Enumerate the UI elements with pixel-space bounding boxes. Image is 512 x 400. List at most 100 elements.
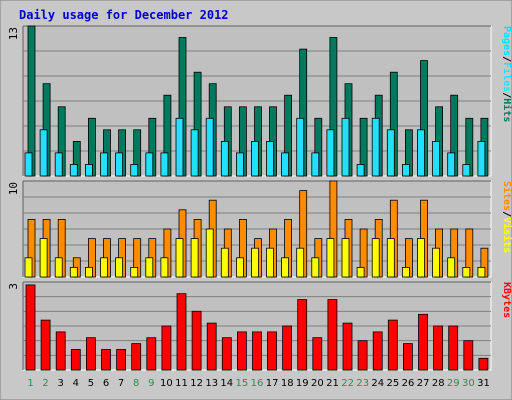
kbytes-bar (327, 299, 338, 371)
kbytes-bar (206, 322, 217, 371)
kbytes-bar (146, 337, 157, 371)
x-tick-label: 14 (220, 378, 233, 389)
files-bar (296, 117, 305, 177)
files-bar (266, 140, 274, 177)
legend-item-kbytes: KBytes (501, 282, 512, 318)
sites-bar (432, 247, 441, 278)
files-bar (145, 152, 154, 177)
files-bar (85, 164, 93, 177)
files-bar (130, 164, 139, 177)
sites-bar (251, 247, 259, 278)
x-tick-label: 28 (432, 378, 445, 389)
x-tick-label: 26 (402, 378, 415, 389)
files-bar (54, 152, 63, 177)
files-bar (100, 152, 108, 177)
sites-bar (386, 238, 395, 278)
x-tick-label: 12 (190, 378, 203, 389)
sites-bar (341, 238, 350, 278)
files-bar (462, 164, 471, 177)
kbytes-bar (282, 325, 293, 371)
sites-bar (85, 266, 93, 278)
sites-bar (205, 228, 214, 278)
sites-bar (100, 257, 108, 278)
x-axis-day-labels: 1 2 3 4 5 6 7 8 9 10 11 12 13 14 15 16 17 18 19 20 21 22 23 24 2… (27, 378, 490, 389)
kbytes-bar (70, 349, 81, 371)
sites-bar (447, 257, 456, 278)
files-bar (447, 152, 456, 177)
files-bar (371, 117, 380, 177)
x-tick-label: 16 (251, 378, 264, 389)
kbytes-bar (252, 331, 262, 371)
kbytes-bar (387, 319, 398, 371)
files-bar (205, 117, 214, 177)
files-bar (69, 164, 78, 177)
x-tick-label: 22 (341, 378, 354, 389)
files-bar (417, 129, 425, 177)
x-tick-label: 2 (42, 378, 48, 389)
x-tick-label: 30 (462, 378, 475, 389)
x-tick-label: 23 (356, 378, 369, 389)
x-tick-label: 1 (27, 378, 33, 389)
files-bar (356, 164, 365, 177)
x-tick-label: 21 (326, 378, 339, 389)
panel-kbytes: 3 KBytes (7, 281, 512, 371)
sites-bar (477, 266, 486, 278)
kbytes-bar (463, 340, 474, 371)
x-tick-label: 9 (148, 378, 154, 389)
y-max-label: 10 (7, 182, 20, 195)
x-tick-label: 25 (387, 378, 400, 389)
files-bar (311, 152, 320, 177)
files-bar (477, 140, 486, 177)
kbytes-bar (372, 331, 383, 371)
x-tick-label: 13 (205, 378, 218, 389)
kbytes-bar (116, 349, 126, 371)
x-tick-label: 10 (160, 378, 173, 389)
legend: KBytes (501, 282, 512, 318)
sites-bar (54, 257, 63, 278)
y-max-label: 13 (7, 27, 20, 40)
legend-item-files: Files (501, 62, 512, 92)
legend-text: Pages/Files/Hits (501, 26, 512, 122)
kbytes-bar (478, 357, 489, 371)
x-tick-label: 8 (133, 378, 139, 389)
x-tick-label: 29 (447, 378, 460, 389)
panel-visits-sites: 10 Sites/Visits (7, 180, 512, 278)
kbytes-bar (101, 349, 111, 371)
kbytes-bar (433, 325, 444, 371)
sites-bar (235, 257, 244, 278)
files-bar (235, 152, 244, 177)
legend-text: Sites/Visits (501, 181, 512, 253)
x-tick-label: 24 (371, 378, 384, 389)
sites-bar (115, 257, 123, 278)
files-bar (281, 152, 290, 177)
sites-bar (130, 266, 139, 278)
sites-bar (417, 238, 425, 278)
files-bar (341, 117, 350, 177)
sites-bar (24, 257, 33, 278)
kbytes-bar (86, 337, 96, 371)
kbytes-bar (342, 322, 353, 371)
files-bar (251, 140, 259, 177)
legend: Pages/Files/Hits (501, 26, 512, 122)
sites-bar (39, 238, 48, 278)
sites-bar (356, 266, 365, 278)
sites-bar (220, 247, 229, 278)
panel-hits-files-pages: 13 Pages/Files/Hits (7, 25, 512, 177)
legend-text: KBytes (501, 282, 512, 318)
x-tick-label: 3 (58, 378, 64, 389)
kbytes-bar (221, 337, 232, 371)
kbytes-bar (131, 343, 142, 371)
sites-bar (401, 266, 410, 278)
sites-bar (160, 257, 169, 278)
files-bar (39, 129, 48, 177)
kbytes-bar (55, 331, 66, 371)
files-bar (386, 129, 395, 177)
files-bar (115, 152, 123, 177)
x-tick-label: 4 (73, 378, 79, 389)
sites-bar (175, 238, 184, 278)
y-max-label: 3 (7, 283, 20, 290)
kbytes-bar (236, 331, 247, 371)
sites-bar (190, 238, 199, 278)
legend-item-visits: Visits (501, 217, 512, 253)
kbytes-bar (25, 284, 36, 371)
